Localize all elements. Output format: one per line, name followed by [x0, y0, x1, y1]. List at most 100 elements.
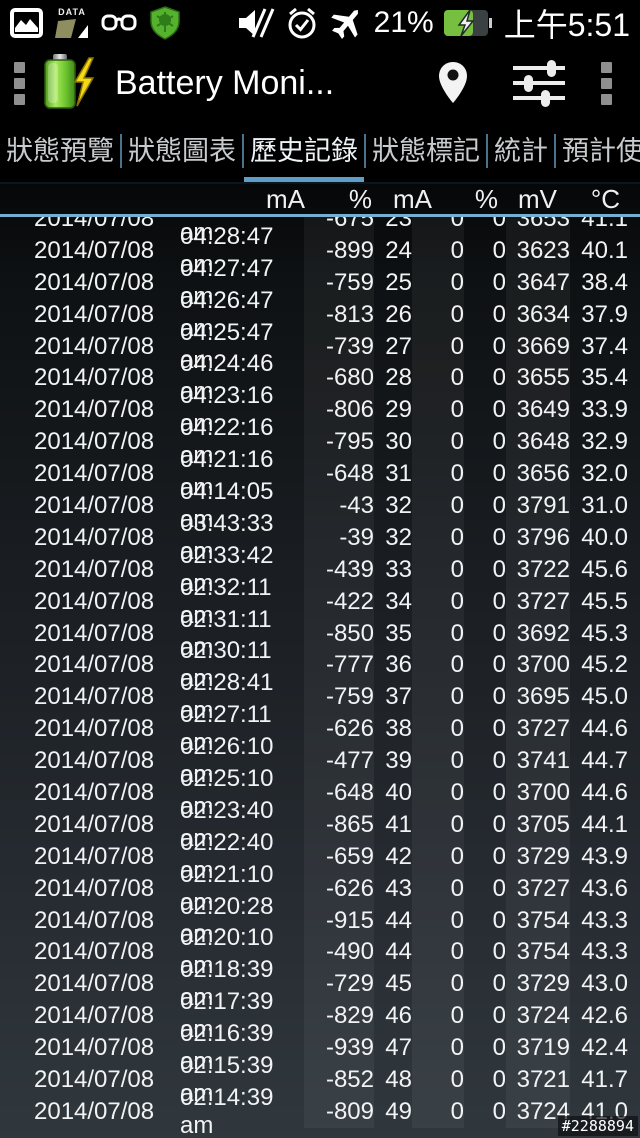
row-voltage-mv: 3721 — [506, 1064, 570, 1096]
tab-history-selected[interactable]: 歷史記錄 — [244, 120, 364, 182]
row-time: 04:21:16 am — [180, 446, 274, 502]
table-row[interactable]: 2014/07/08 04:23:16 am -806 29 0 0 3649 … — [0, 382, 640, 437]
row-time: 03:43:33 am — [180, 509, 274, 565]
table-row[interactable]: 2014/07/08 02:28:41 am -759 37 0 0 3695 … — [0, 669, 640, 724]
row-date: 2014/07/08 — [34, 587, 155, 615]
row-pct2: 0 — [492, 1002, 506, 1030]
tab-statistics[interactable]: 統計 — [494, 136, 548, 166]
row-voltage-mv: 3700 — [506, 777, 570, 809]
row-voltage-mv: 3692 — [506, 617, 570, 650]
table-row[interactable]: 2014/07/08 02:17:39 am -829 46 0 0 3724 … — [0, 988, 640, 1043]
row-current2-ma: 0 — [412, 426, 464, 459]
location-pin-button[interactable] — [410, 46, 496, 120]
row-charge-pct: 32 — [385, 491, 412, 519]
row-date: 2014/07/08 — [34, 810, 155, 838]
row-pct2: 0 — [492, 300, 506, 328]
table-row[interactable]: 2014/07/08 04:26:47 am -813 26 0 0 3634 … — [0, 287, 640, 342]
row-pct2: 0 — [492, 906, 506, 934]
row-pct2: 0 — [492, 778, 506, 806]
row-current-ma: -43 — [304, 490, 374, 522]
row-pct2: 0 — [492, 842, 506, 870]
row-current-ma: -648 — [304, 458, 374, 491]
table-row[interactable]: 2014/07/08 02:25:10 am -648 40 0 0 3700 … — [0, 765, 640, 820]
status-bar: DATA — [0, 0, 640, 46]
table-row[interactable]: 2014/07/08 02:33:42 am -439 33 0 0 3722 … — [0, 542, 640, 597]
row-voltage-mv: 3754 — [506, 904, 570, 937]
row-voltage-mv: 3653 — [506, 217, 570, 235]
row-temperature: 44.6 — [581, 715, 628, 743]
table-row[interactable]: 2014/07/08 04:22:16 am -795 30 0 0 3648 … — [0, 414, 640, 469]
row-date: 2014/07/08 — [34, 874, 155, 902]
table-row[interactable]: 2014/07/08 03:43:33 am -39 32 0 0 3796 4… — [0, 510, 640, 565]
col-header-pct-1: % — [348, 183, 372, 214]
row-current2-ma: 0 — [412, 458, 464, 491]
table-row[interactable]: 2014/07/08 04:27:47 am -759 25 0 0 3647 … — [0, 255, 640, 310]
row-current2-ma: 0 — [412, 521, 464, 554]
row-charge-pct: 25 — [385, 268, 412, 296]
table-row[interactable]: 2014/07/08 02:15:39 am -852 48 0 0 3721 … — [0, 1052, 640, 1107]
row-time: 04:26:47 am — [180, 286, 274, 342]
table-row[interactable]: 2014/07/08 02:20:28 am -915 44 0 0 3754 … — [0, 893, 640, 948]
row-current2-ma: 0 — [412, 936, 464, 969]
app-bar-actions — [410, 46, 630, 120]
table-row[interactable]: 2014/07/08 02:14:39 am -809 49 0 0 3724 … — [0, 1084, 640, 1138]
table-row[interactable]: 2014/07/08 04:28:47 am -899 24 0 0 3623 … — [0, 223, 640, 278]
row-pct2: 0 — [492, 460, 506, 488]
row-current-ma: -939 — [304, 1032, 374, 1065]
row-current-ma: -829 — [304, 1000, 374, 1033]
app-battery-icon[interactable] — [37, 52, 103, 114]
table-row[interactable]: 2014/07/08 02:20:10 am -490 44 0 0 3754 … — [0, 924, 640, 979]
row-pct2: 0 — [492, 1065, 506, 1093]
row-current2-ma: 0 — [412, 217, 464, 235]
tab-estimated-usage[interactable]: 預計使 — [562, 136, 640, 166]
row-charge-pct: 40 — [385, 778, 412, 806]
row-pct2: 0 — [492, 1097, 506, 1125]
row-time: 02:18:39 am — [180, 956, 274, 1012]
table-row[interactable]: 2014/07/08 04:24:46 am -680 28 0 0 3655 … — [0, 350, 640, 405]
tab-status-chart[interactable]: 狀態圖表 — [128, 136, 236, 166]
col-header-pct-2: % — [474, 183, 498, 214]
row-voltage-mv: 3791 — [506, 490, 570, 522]
table-row[interactable]: 2014/07/08 02:27:11 am -626 38 0 0 3727 … — [0, 701, 640, 756]
tab-separator — [486, 134, 488, 168]
table-row[interactable]: 2014/07/08 02:26:10 am -477 39 0 0 3741 … — [0, 733, 640, 788]
left-grip-icon[interactable] — [10, 61, 29, 105]
row-charge-pct: 37 — [385, 683, 412, 711]
row-voltage-mv: 3669 — [506, 330, 570, 363]
row-current-ma: -477 — [304, 745, 374, 778]
row-pct2: 0 — [492, 747, 506, 775]
table-row[interactable]: 2014/07/08 02:30:11 am -777 36 0 0 3700 … — [0, 637, 640, 692]
row-voltage-mv: 3741 — [506, 745, 570, 778]
row-date: 2014/07/08 — [34, 906, 155, 934]
row-charge-pct: 23 — [385, 217, 412, 232]
table-row[interactable]: 2014/07/08 02:22:40 am -659 42 0 0 3729 … — [0, 829, 640, 884]
status-bar-right: 21% 上午5:51 — [237, 0, 630, 46]
row-current2-ma: 0 — [412, 585, 464, 618]
table-row[interactable]: 2014/07/08 02:32:11 am -422 34 0 0 3727 … — [0, 574, 640, 629]
overflow-menu-button[interactable] — [582, 46, 630, 120]
table-row[interactable]: 2014/07/08 02:18:39 am -729 45 0 0 3729 … — [0, 956, 640, 1011]
table-row[interactable]: 2014/07/08 04:25:47 am -739 27 0 0 3669 … — [0, 319, 640, 374]
table-row[interactable]: 2014/07/08 02:21:10 am -626 43 0 0 3727 … — [0, 861, 640, 916]
tune-settings-button[interactable] — [496, 46, 582, 120]
history-rows[interactable]: 2014/07/08 04:29:47 am -675 23 0 0 3653 … — [0, 217, 640, 1138]
row-current-ma: -490 — [304, 936, 374, 969]
row-date: 2014/07/08 — [34, 970, 155, 998]
row-date: 2014/07/08 — [34, 619, 155, 647]
table-row[interactable]: 2014/07/08 04:21:16 am -648 31 0 0 3656 … — [0, 446, 640, 501]
airplane-mode-icon — [329, 5, 365, 41]
table-row[interactable]: 2014/07/08 02:31:11 am -850 35 0 0 3692 … — [0, 606, 640, 661]
status-bar-left: DATA — [10, 6, 181, 40]
row-date: 2014/07/08 — [34, 555, 155, 583]
row-current2-ma: 0 — [412, 649, 464, 682]
tab-status-marks[interactable]: 狀態標記 — [372, 136, 480, 166]
row-current-ma: -806 — [304, 394, 374, 427]
tab-status-overview[interactable]: 狀態預覽 — [6, 136, 114, 166]
table-row[interactable]: 2014/07/08 02:16:39 am -939 47 0 0 3719 … — [0, 1020, 640, 1075]
row-voltage-mv: 3722 — [506, 553, 570, 586]
row-pct2: 0 — [492, 523, 506, 551]
table-row[interactable]: 2014/07/08 04:14:05 am -43 32 0 0 3791 3… — [0, 478, 640, 533]
table-row[interactable]: 2014/07/08 04:29:47 am -675 23 0 0 3653 … — [0, 217, 640, 246]
table-row[interactable]: 2014/07/08 02:23:40 am -865 41 0 0 3705 … — [0, 797, 640, 852]
row-temperature: 37.9 — [581, 300, 628, 328]
